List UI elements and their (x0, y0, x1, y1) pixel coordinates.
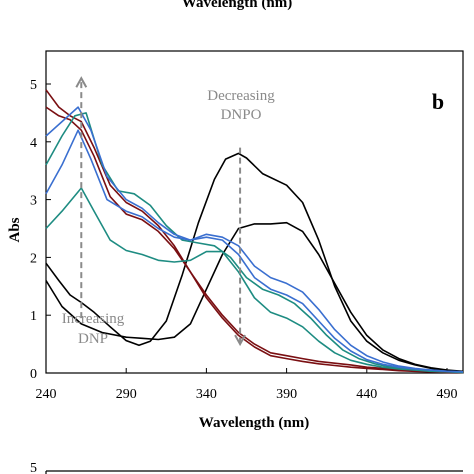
panel-label: b (432, 89, 444, 114)
series-line-4 (45, 106, 464, 374)
annotation-layer: Decreasing DNPO Increasing DNP (62, 76, 275, 347)
series-line-6 (45, 112, 464, 374)
x-tick-label: 490 (437, 387, 458, 402)
y-tick-label: 4 (30, 136, 37, 151)
y-tick-label: 2 (30, 251, 37, 266)
y-tick-label: 3 (30, 194, 37, 209)
series-layer (45, 89, 464, 374)
x-tick-label: 240 (36, 387, 57, 402)
y-tick-label: 0 (30, 367, 37, 382)
decreasing-arrow-head (234, 334, 246, 347)
increasing-label: DNP (78, 331, 108, 347)
x-tick-label: 290 (116, 387, 137, 402)
y-tick-label: 5 (30, 78, 37, 93)
plot-frame (45, 50, 464, 374)
series-line-2 (45, 221, 464, 373)
series-line-3 (45, 89, 463, 374)
y-axis-ticks: 0 1 2 3 4 5 (30, 78, 51, 382)
top-caption: Wavelength (nm) (182, 0, 292, 11)
y-axis-title: Abs (7, 217, 23, 242)
increasing-arrow-head (75, 76, 88, 88)
decreasing-label: Decreasing (207, 88, 275, 104)
lower-panel-tick-label: 5 (30, 461, 37, 474)
x-axis-title: Wavelength (nm) (199, 415, 309, 431)
x-tick-label: 340 (196, 387, 217, 402)
x-axis-ticks: 240 290 340 390 440 490 (36, 368, 458, 402)
x-tick-label: 390 (276, 387, 297, 402)
series-line-7 (45, 106, 464, 373)
series-line-5 (45, 187, 464, 374)
x-tick-label: 440 (356, 387, 377, 402)
increasing-label: Increasing (62, 311, 125, 327)
y-tick-label: 1 (30, 309, 37, 324)
series-line-8 (45, 129, 464, 373)
decreasing-label: DNPO (221, 107, 262, 123)
series-line-1 (45, 152, 464, 373)
